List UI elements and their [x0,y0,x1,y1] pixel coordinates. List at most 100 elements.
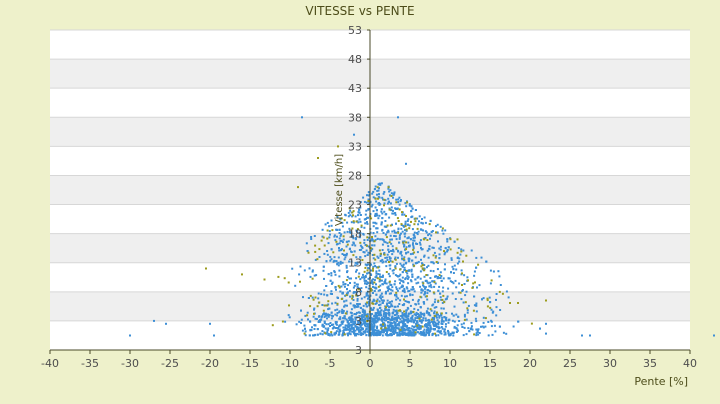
scatter-point-blue [423,312,426,315]
scatter-point-olive [402,258,405,260]
scatter-point-olive [434,256,437,259]
scatter-point-blue [365,217,367,220]
scatter-point-blue [460,298,463,301]
scatter-point-blue [391,312,394,315]
scatter-point-blue [396,333,399,336]
scatter-point-blue [359,319,362,322]
scatter-point-blue [442,307,445,310]
scatter-point-blue [432,320,435,323]
scatter-point-blue [421,222,424,225]
scatter-point-blue [365,249,368,252]
scatter-point-blue [444,251,447,254]
scatter-point-blue [372,281,375,284]
scatter-point-olive [443,250,445,253]
scatter-point-blue [441,327,444,330]
scatter-point-blue [395,293,398,296]
scatter-point-blue [363,314,366,317]
scatter-point-blue [348,319,351,321]
scatter-point-blue [398,278,401,281]
scatter-point-blue [420,319,423,322]
scatter-point-blue [429,329,432,332]
scatter-point-blue [390,316,393,319]
scatter-point-blue [403,213,406,216]
scatter-point-blue [420,248,423,251]
y-tick-label: 38 [348,111,362,124]
scatter-point-blue [406,237,409,240]
scatter-point-blue [372,321,375,324]
scatter-point-blue [415,232,418,234]
scatter-point-blue [445,316,448,319]
scatter-point-olive [440,312,443,315]
scatter-point-blue [352,332,355,335]
scatter-point-blue [361,323,364,326]
scatter-point-blue [420,315,423,318]
scatter-point-blue [372,265,375,268]
scatter-point-blue [388,275,391,278]
scatter-point-olive [400,223,403,226]
scatter-point-blue [378,334,381,336]
scatter-point-blue [475,302,478,305]
scatter-point-blue [447,321,450,324]
scatter-point-blue [342,281,345,284]
scatter-point-blue [410,288,413,291]
scatter-point-blue [398,321,401,324]
scatter-point-blue [357,287,360,289]
scatter-point-blue [401,325,404,328]
scatter-point-blue [355,270,357,273]
scatter-point-blue [313,307,316,310]
scatter-point-blue [328,314,331,316]
scatter-point-blue [362,318,365,321]
scatter-point-olive [402,241,405,244]
scatter-point-blue [409,294,412,297]
scatter-point-blue [353,321,356,324]
scatter-point-blue [424,295,427,298]
scatter-point-blue [408,224,411,227]
scatter-point-blue [375,315,378,318]
scatter-point-blue [372,210,375,213]
scatter-point-blue [336,314,338,317]
scatter-point-blue [389,234,392,237]
scatter-point-blue [421,333,424,336]
scatter-point-blue [349,319,352,322]
scatter-point-blue [401,257,403,260]
scatter-point-blue [313,235,316,237]
scatter-point-blue [383,225,386,228]
scatter-point-blue [391,300,393,303]
scatter-point-blue [364,331,367,334]
scatter-point-blue [336,312,339,314]
scatter-point-blue [432,270,435,273]
scatter-point-blue [411,207,414,210]
scatter-point-blue [348,231,351,233]
scatter-point-blue [395,295,398,298]
scatter-point-blue [376,214,379,217]
scatter-point-blue [328,230,331,233]
scatter-point-blue [378,317,380,320]
scatter-point-olive [412,248,415,251]
scatter-point-blue [416,331,419,334]
scatter-point-blue [416,261,419,264]
scatter-point-olive [466,307,469,310]
scatter-point-blue [366,318,369,321]
scatter-point-blue [455,268,458,271]
scatter-point-blue [388,314,391,317]
scatter-point-blue [320,316,323,319]
scatter-point-blue [394,235,397,238]
scatter-point-blue [385,260,387,263]
scatter-point-olive [336,302,339,305]
scatter-point-blue [391,326,394,329]
scatter-point-blue [467,327,470,330]
scatter-point-blue [343,305,346,308]
scatter-point-blue [389,305,392,308]
scatter-point-blue [444,263,446,266]
scatter-point-blue [381,212,384,215]
scatter-point-blue [384,256,387,259]
scatter-point-olive [413,264,416,267]
scatter-point-blue [428,245,431,248]
scatter-point-olive [501,292,504,295]
scatter-point-blue [408,203,411,206]
scatter-point-blue [381,295,384,298]
scatter-point-blue [447,246,450,249]
scatter-point-blue [347,240,350,243]
scatter-point-olive [390,195,393,197]
scatter-point-blue [480,256,483,259]
